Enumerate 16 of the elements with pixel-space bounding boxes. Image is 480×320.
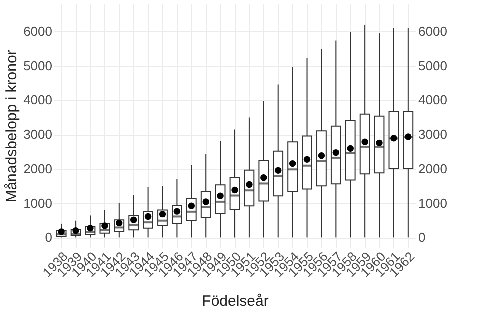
y2-tick-label: 5000 — [418, 58, 448, 74]
y-axis-title: Månadsbelopp i kronor — [4, 50, 21, 203]
y-tick-label: 4000 — [24, 92, 52, 108]
y-tick-label: 0 — [45, 230, 52, 246]
y-tick-label: 6000 — [24, 24, 52, 39]
x-axis-title: Födelseår — [202, 293, 269, 310]
y-tick-label: 3000 — [24, 127, 52, 142]
y-tick-label: 2000 — [24, 161, 52, 176]
y2-tick-label: 0 — [418, 230, 426, 246]
y2-tick-label: 2000 — [418, 161, 448, 176]
y-tick-label: 1000 — [24, 196, 52, 211]
y-tick-label: 5000 — [24, 58, 52, 74]
y2-tick-label: 6000 — [418, 24, 448, 39]
y2-tick-label: 3000 — [418, 127, 448, 142]
y2-tick-label: 4000 — [418, 92, 448, 108]
y2-tick-label: 1000 — [418, 196, 448, 211]
